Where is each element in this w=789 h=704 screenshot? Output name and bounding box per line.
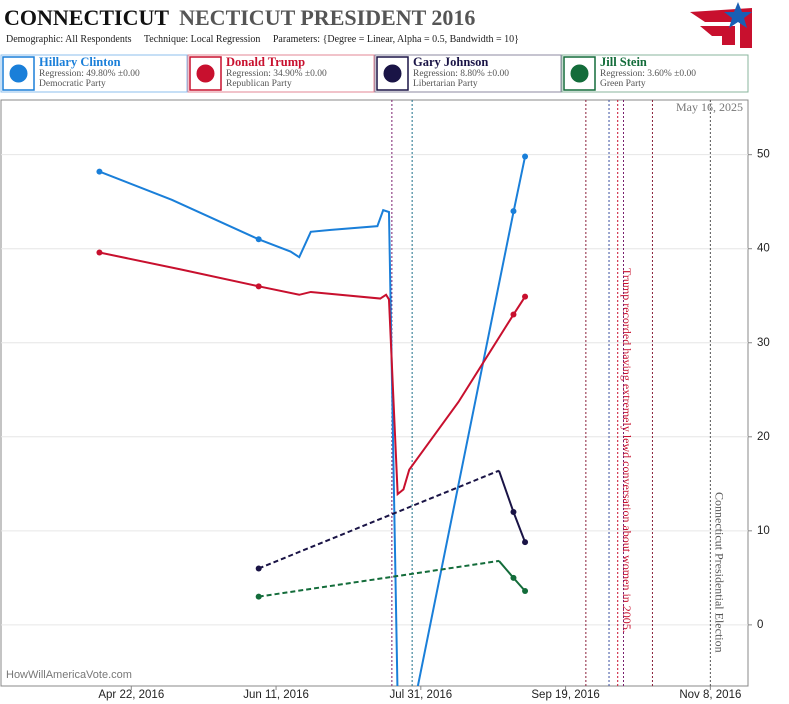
- legend-regression: Regression: 3.60% ±0.00: [600, 69, 696, 79]
- poll-point: [255, 565, 262, 572]
- poll-point: [510, 574, 517, 581]
- poll-point: [510, 208, 517, 215]
- legend-regression: Regression: 49.80% ±0.00: [39, 69, 140, 79]
- label: Technique:: [144, 34, 188, 45]
- legend-party: Green Party: [600, 79, 646, 89]
- legend-name: Hillary Clinton: [39, 55, 121, 69]
- value: {Degree = Linear, Alpha = 0.5, Bandwidth…: [323, 34, 519, 45]
- event-label: Trump recorded having extremely lewd con…: [620, 268, 634, 633]
- title-state: CONNECTICUT: [4, 5, 169, 30]
- plot-area: [96, 153, 529, 686]
- x-tick-label: Sep 19, 2016: [531, 689, 599, 701]
- legend-party: Democratic Party: [39, 79, 106, 89]
- event-label: Connecticut Presidential Election: [713, 492, 727, 653]
- legend-box: [374, 54, 562, 93]
- series-line: [99, 156, 527, 686]
- poll-point: [522, 153, 529, 160]
- y-tick-label: 40: [757, 243, 770, 255]
- value: Local Regression: [191, 34, 261, 45]
- legend-icon-glyph: [570, 64, 589, 83]
- legend-icon-glyph: [196, 64, 215, 83]
- title-rest: NECTICUT PRESIDENT 2016: [179, 5, 475, 30]
- series-line: [498, 470, 526, 543]
- value: All Respondents: [65, 34, 131, 45]
- label: Demographic:: [6, 34, 63, 45]
- y-tick-label: 10: [757, 525, 770, 537]
- y-tick-label: 30: [757, 337, 770, 349]
- plot-frame: [0, 99, 749, 687]
- y-tick-label: 20: [757, 431, 770, 443]
- legend-box: [561, 54, 749, 93]
- parameters-line: Demographic: All Respondents Technique: …: [6, 34, 519, 45]
- series-line-dashed: [258, 559, 500, 598]
- series-line: [99, 251, 526, 497]
- y-tick-label: 0: [757, 619, 763, 631]
- poll-point: [96, 168, 103, 175]
- legend-box: [187, 54, 375, 93]
- legend-regression: Regression: 34.90% ±0.00: [226, 69, 327, 79]
- poll-point: [255, 236, 262, 243]
- legend-icon-glyph: [9, 64, 28, 83]
- date-stamp: May 16, 2025: [676, 100, 743, 114]
- legend-party: Libertarian Party: [413, 79, 478, 89]
- legend-name: Gary Johnson: [413, 55, 488, 69]
- legend-party: Republican Party: [226, 79, 292, 89]
- title: CONNECTICUT NECTICUT PRESIDENT 2016: [4, 5, 475, 30]
- poll-point: [522, 293, 529, 300]
- poll-point: [510, 509, 517, 516]
- x-tick-label: Jun 11, 2016: [243, 689, 309, 701]
- poll-point: [255, 593, 262, 600]
- series-line-dashed: [258, 469, 500, 570]
- x-tick-label: Apr 22, 2016: [98, 689, 164, 701]
- poll-point: [510, 311, 517, 318]
- poll-point: [522, 539, 529, 546]
- poll-point: [255, 283, 262, 290]
- y-tick-label: 50: [757, 149, 770, 161]
- poll-point: [522, 588, 529, 595]
- x-tick-label: Jul 31, 2016: [389, 689, 452, 701]
- legend-box: [0, 54, 188, 93]
- legend-regression: Regression: 8.80% ±0.00: [413, 69, 509, 79]
- legend-name: Donald Trump: [226, 55, 305, 69]
- poll-point: [96, 249, 103, 256]
- legend-icon-glyph: [383, 64, 402, 83]
- label: Parameters:: [273, 34, 320, 45]
- watermark: HowWillAmericaVote.com: [6, 669, 132, 681]
- legend-name: Jill Stein: [600, 55, 647, 69]
- x-tick-label: Nov 8, 2016: [679, 689, 741, 701]
- logo: [690, 2, 752, 48]
